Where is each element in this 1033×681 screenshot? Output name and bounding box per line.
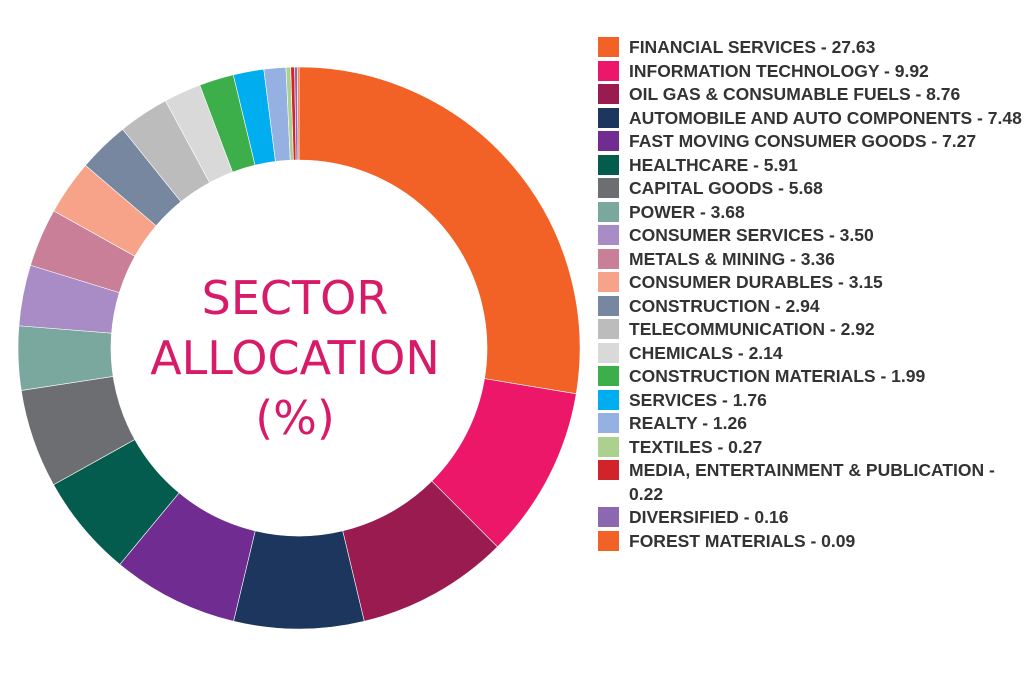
legend-swatch — [598, 342, 619, 363]
legend-item: MEDIA, ENTERTAINMENT & PUBLICATION - 0.2… — [598, 459, 1028, 506]
legend-label: AUTOMOBILE AND AUTO COMPONENTS - 7.48 — [629, 107, 1022, 128]
legend-swatch — [598, 460, 619, 480]
legend-label: CONSUMER DURABLES - 3.15 — [629, 272, 883, 292]
legend-item: CAPITAL GOODS - 5.68 — [598, 177, 1028, 201]
legend-item: HEALTHCARE - 5.91 — [598, 154, 1028, 178]
legend-swatch — [598, 295, 619, 316]
legend-label: OIL GAS & CONSUMABLE FUELS - 8.76 — [629, 84, 961, 104]
legend-swatch — [598, 178, 619, 198]
slice-forest-materials — [297, 66, 300, 161]
legend-swatch — [598, 225, 619, 245]
legend-item: FINANCIAL SERVICES - 27.63 — [598, 36, 1028, 60]
legend-swatch — [598, 530, 619, 551]
legend-label: INFORMATION TECHNOLOGY - 9.92 — [629, 60, 929, 81]
legend-label: FINANCIAL SERVICES - 27.63 — [629, 37, 876, 57]
chart-title: SECTOR ALLOCATION (%) — [130, 268, 460, 448]
legend-item: CONSTRUCTION MATERIALS - 1.99 — [598, 365, 1028, 389]
legend-item: POWER - 3.68 — [598, 201, 1028, 225]
chart-legend: FINANCIAL SERVICES - 27.63 INFORMATION TE… — [598, 36, 1028, 553]
chart-title-line-3: (%) — [255, 391, 335, 445]
legend-label: HEALTHCARE - 5.91 — [629, 154, 798, 175]
legend-swatch — [598, 436, 619, 457]
donut-slices — [17, 66, 581, 630]
legend-item: CONSUMER DURABLES - 3.15 — [598, 271, 1028, 295]
legend-label: CONSTRUCTION MATERIALS - 1.99 — [629, 366, 926, 386]
legend-label: CHEMICALS - 2.14 — [629, 342, 783, 363]
legend-swatch — [598, 131, 619, 151]
slice-financial-services — [298, 66, 581, 395]
legend-swatch — [598, 413, 619, 433]
legend-label: POWER - 3.68 — [629, 201, 745, 222]
legend-item: CHEMICALS - 2.14 — [598, 342, 1028, 366]
legend-swatch — [598, 201, 619, 222]
sector-donut-chart — [17, 66, 581, 630]
legend-item: INFORMATION TECHNOLOGY - 9.92 — [598, 60, 1028, 84]
legend-swatch — [598, 107, 619, 128]
legend-item: FOREST MATERIALS - 0.09 — [598, 530, 1028, 554]
legend-item: AUTOMOBILE AND AUTO COMPONENTS - 7.48 — [598, 107, 1028, 131]
legend-label: METALS & MINING - 3.36 — [629, 248, 835, 269]
legend-label: CAPITAL GOODS - 5.68 — [629, 178, 823, 198]
legend-label: CONSUMER SERVICES - 3.50 — [629, 225, 874, 245]
legend-item: REALTY - 1.26 — [598, 412, 1028, 436]
chart-title-line-2: ALLOCATION — [150, 331, 440, 385]
legend-label: CONSTRUCTION - 2.94 — [629, 295, 820, 316]
legend-swatch — [598, 154, 619, 175]
legend-item: CONSTRUCTION - 2.94 — [598, 295, 1028, 319]
legend-label: MEDIA, ENTERTAINMENT & PUBLICATION - 0.2… — [629, 460, 995, 504]
legend-swatch — [598, 248, 619, 269]
legend-label: TEXTILES - 0.27 — [629, 436, 763, 457]
legend-label: FAST MOVING CONSUMER GOODS - 7.27 — [629, 131, 977, 151]
slice-automobile-and-auto-components — [233, 530, 365, 630]
legend-item: OIL GAS & CONSUMABLE FUELS - 8.76 — [598, 83, 1028, 107]
legend-label: FOREST MATERIALS - 0.09 — [629, 530, 856, 551]
legend-item: FAST MOVING CONSUMER GOODS - 7.27 — [598, 130, 1028, 154]
legend-item: SERVICES - 1.76 — [598, 389, 1028, 413]
legend-swatch — [598, 37, 619, 57]
legend-swatch — [598, 319, 619, 339]
legend-swatch — [598, 272, 619, 292]
legend-item: METALS & MINING - 3.36 — [598, 248, 1028, 272]
legend-item: TEXTILES - 0.27 — [598, 436, 1028, 460]
legend-label: SERVICES - 1.76 — [629, 389, 767, 410]
legend-label: REALTY - 1.26 — [629, 413, 747, 433]
legend-item: CONSUMER SERVICES - 3.50 — [598, 224, 1028, 248]
legend-swatch — [598, 366, 619, 386]
legend-label: DIVERSIFIED - 0.16 — [629, 507, 789, 527]
chart-title-line-1: SECTOR — [201, 271, 389, 325]
legend-swatch — [598, 60, 619, 81]
legend-label: TELECOMMUNICATION - 2.92 — [629, 319, 875, 339]
legend-swatch — [598, 84, 619, 104]
legend-item: DIVERSIFIED - 0.16 — [598, 506, 1028, 530]
legend-swatch — [598, 507, 619, 527]
legend-swatch — [598, 389, 619, 410]
legend-item: TELECOMMUNICATION - 2.92 — [598, 318, 1028, 342]
